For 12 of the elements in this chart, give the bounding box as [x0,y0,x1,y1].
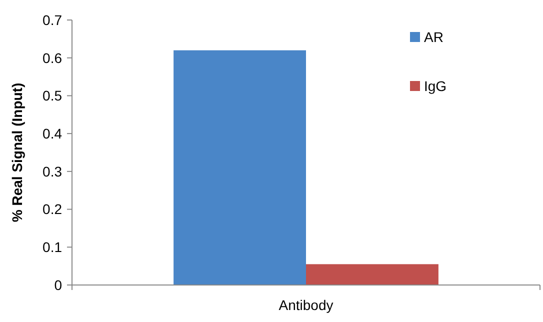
legend-label: IgG [424,78,447,94]
y-tick-label: 0 [54,276,62,293]
y-tick-label: 0.2 [42,201,62,218]
y-tick-label: 0.5 [42,88,62,104]
legend-label: AR [424,28,444,45]
y-axis-title: % Real Signal (Input) [9,82,25,222]
y-tick-label: 0.7 [42,12,62,28]
y-tick-label: 0.3 [42,163,62,180]
y-tick-label: 0.1 [42,239,62,256]
y-tick-label: 0.4 [42,125,62,142]
x-tick-label: Antibody [278,297,334,313]
y-tick-label: 0.6 [42,50,62,66]
